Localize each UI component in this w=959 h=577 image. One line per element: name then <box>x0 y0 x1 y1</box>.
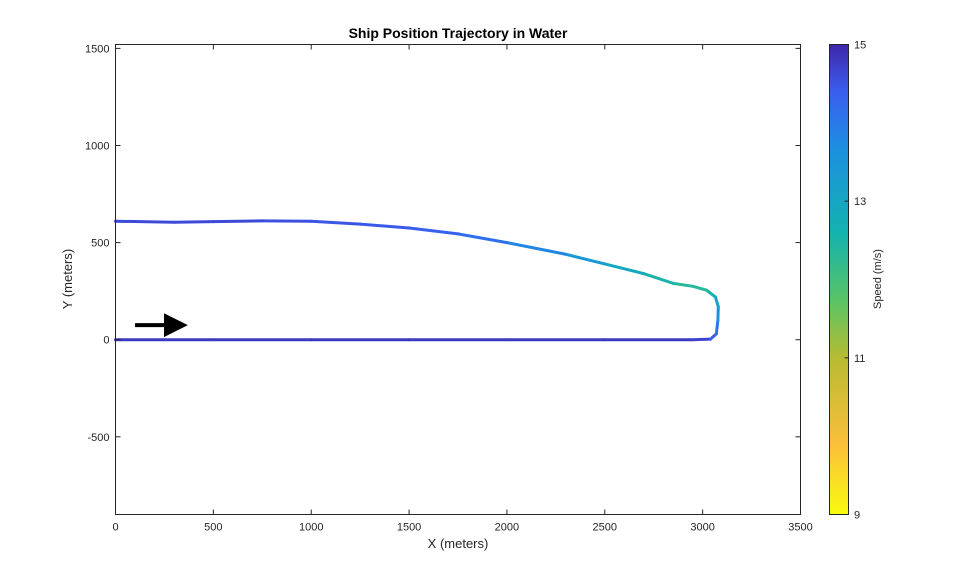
colorbar-tick-label: 15 <box>854 40 866 52</box>
x-tick-label: 3000 <box>690 522 714 534</box>
trajectory-segment <box>309 219 362 226</box>
trajectory-segment <box>642 272 675 285</box>
y-tick-label: 1500 <box>85 43 109 55</box>
trajectory-segment <box>505 241 568 256</box>
trajectory-segment <box>564 252 607 266</box>
colorbar-gradient <box>829 44 849 515</box>
y-tick-label: 0 <box>103 335 109 347</box>
y-tick-label: 500 <box>91 238 109 250</box>
colorbar-tick-label: 9 <box>854 510 860 522</box>
x-tick-label: 3500 <box>788 522 812 534</box>
trajectory-segment <box>172 220 215 224</box>
chart-title: Ship Position Trajectory in Water <box>349 25 568 41</box>
trajectory-segment <box>407 226 460 236</box>
colorbar-title: Speed (m/s) <box>872 249 884 309</box>
colorbar-tick-label: 11 <box>854 353 865 365</box>
x-tick-label: 1000 <box>299 522 323 534</box>
trajectory-segment <box>211 219 264 224</box>
y-tick-label: 1000 <box>85 140 109 152</box>
trajectory-segment <box>705 288 717 299</box>
colorbar-tick-label: 13 <box>854 196 866 208</box>
trajectory-segment <box>114 219 176 224</box>
trajectory-segment <box>456 232 509 245</box>
trajectory-line <box>114 219 720 342</box>
trajectory-segment <box>714 318 720 336</box>
axes-box <box>115 44 801 515</box>
colorbar-ticks: 9 11 13 15 <box>844 40 866 522</box>
x-tick-label: 0 <box>112 522 118 534</box>
trajectory-segment <box>671 281 695 288</box>
x-axis: 0 500 1000 1500 2000 2500 3000 3500 <box>112 44 813 534</box>
trajectory-segment <box>713 295 720 309</box>
x-tick-label: 2000 <box>495 522 519 534</box>
trajectory-segment <box>691 337 712 342</box>
trajectory-segment <box>358 222 411 230</box>
colorbar: 9 11 13 15 Speed (m/s) <box>829 40 884 522</box>
y-axis-title: Y (meters) <box>60 249 75 309</box>
x-tick-label: 2500 <box>593 522 617 534</box>
y-tick-label: -500 <box>87 432 109 444</box>
y-axis: -500 0 500 1000 1500 <box>85 43 801 444</box>
x-axis-title: X (meters) <box>428 536 489 551</box>
x-tick-label: 500 <box>204 522 222 534</box>
trajectory-segment <box>603 262 646 276</box>
x-tick-label: 1500 <box>397 522 421 534</box>
trajectory-segment <box>691 284 709 292</box>
plot-area <box>115 44 801 515</box>
